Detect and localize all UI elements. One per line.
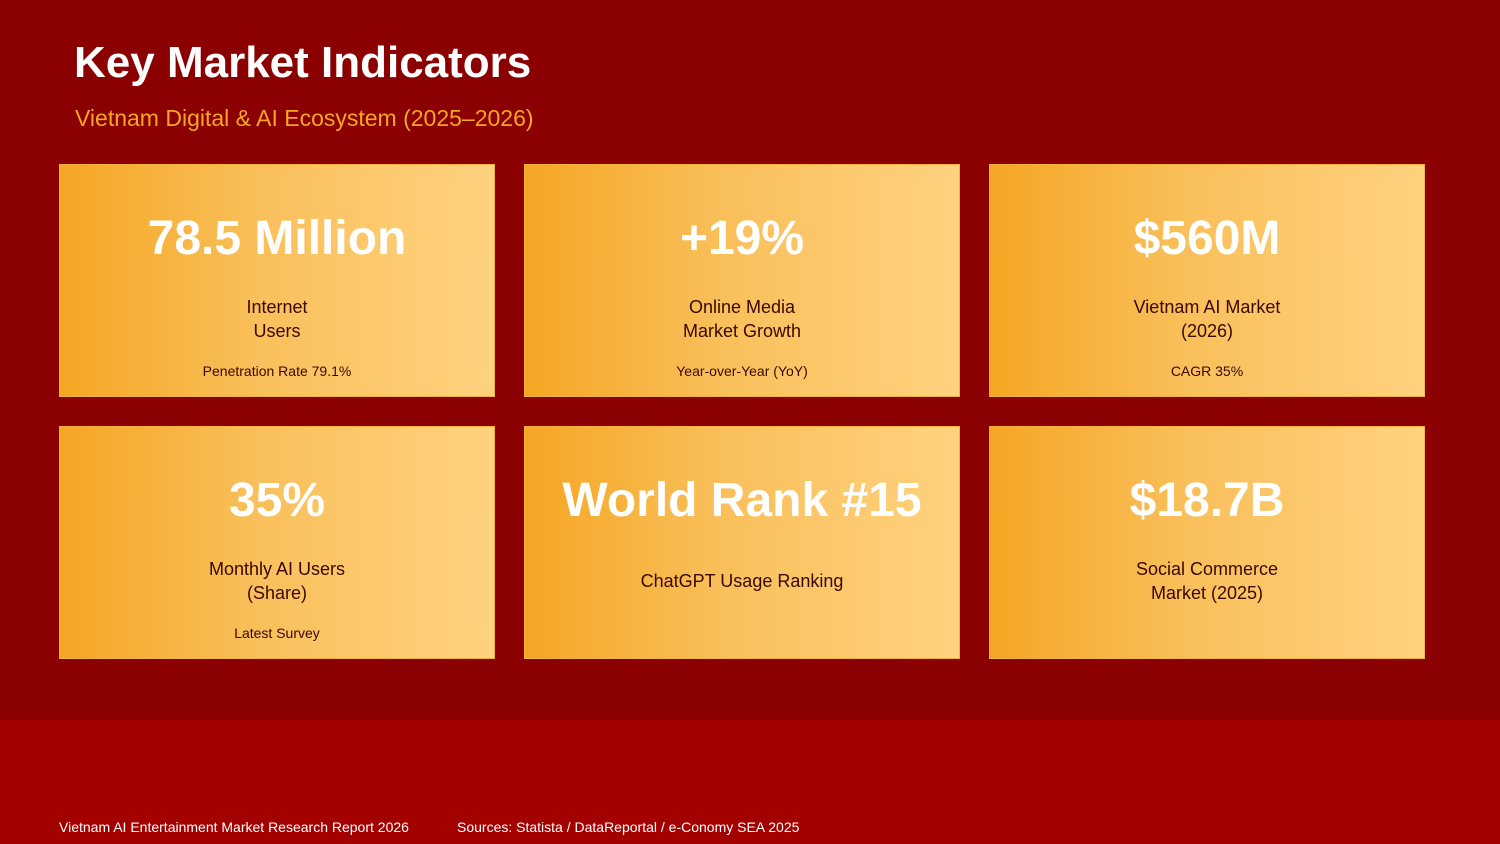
footer-report: Vietnam AI Entertainment Market Research… — [59, 819, 409, 835]
kpi-label-line: (Share) — [246, 583, 308, 603]
kpi-card: +19% Online Media Market Growth Year-over-Y… — [524, 164, 960, 397]
kpi-value: $560M — [1133, 212, 1281, 265]
kpi-label-line: Users — [253, 321, 301, 341]
kpi-card: $560M Vietnam AI Market (2026) CAGR 35% — [989, 164, 1425, 397]
kpi-note: CAGR 35% — [1170, 363, 1244, 379]
kpi-value: World Rank #15 — [562, 474, 922, 527]
kpi-label-line: Online Media — [688, 297, 796, 317]
kpi-value: 78.5 Million — [147, 212, 407, 265]
kpi-label: ChatGPT Usage Ranking — [525, 555, 959, 607]
kpi-label-line: Market Growth — [682, 321, 802, 341]
kpi-note: Latest Survey — [234, 625, 320, 641]
kpi-note: Year-over-Year (YoY) — [676, 363, 808, 379]
kpi-card: $18.7B Social Commerce Market (2025) — [989, 426, 1425, 659]
kpi-value: +19% — [679, 212, 805, 265]
title: Key Market Indicators — [74, 38, 532, 87]
kpi-label: Vietnam AI Market (2026) — [990, 293, 1424, 345]
kpi-label: Internet Users — [60, 293, 494, 345]
kpi-label-line: Market (2025) — [1150, 583, 1264, 603]
kpi-label-line: Monthly AI Users — [208, 559, 346, 579]
kpi-label-line: ChatGPT Usage Ranking — [640, 571, 844, 591]
kpi-label: Social Commerce Market (2025) — [990, 555, 1424, 607]
kpi-value: 35% — [228, 474, 326, 527]
subtitle: Vietnam Digital & AI Ecosystem (2025–202… — [75, 105, 534, 131]
kpi-label-line: Vietnam AI Market — [1133, 297, 1281, 317]
kpi-card: 78.5 Million Internet Users Penetration Rat… — [59, 164, 495, 397]
kpi-label: Monthly AI Users (Share) — [60, 555, 494, 607]
footer-sources: Sources: Statista / DataReportal / e-Con… — [457, 819, 800, 835]
kpi-card: 35% Monthly AI Users (Share) Latest Survey — [59, 426, 495, 659]
kpi-label: Online Media Market Growth — [525, 293, 959, 345]
kpi-label-line: (2026) — [1180, 321, 1234, 341]
footer-band — [0, 720, 1500, 844]
kpi-label-line: Social Commerce — [1135, 559, 1279, 579]
kpi-value: $18.7B — [1129, 474, 1285, 527]
kpi-card: World Rank #15 ChatGPT Usage Ranking — [524, 426, 960, 659]
kpi-note: Penetration Rate 79.1% — [202, 363, 352, 379]
kpi-label-line: Internet — [246, 297, 308, 317]
